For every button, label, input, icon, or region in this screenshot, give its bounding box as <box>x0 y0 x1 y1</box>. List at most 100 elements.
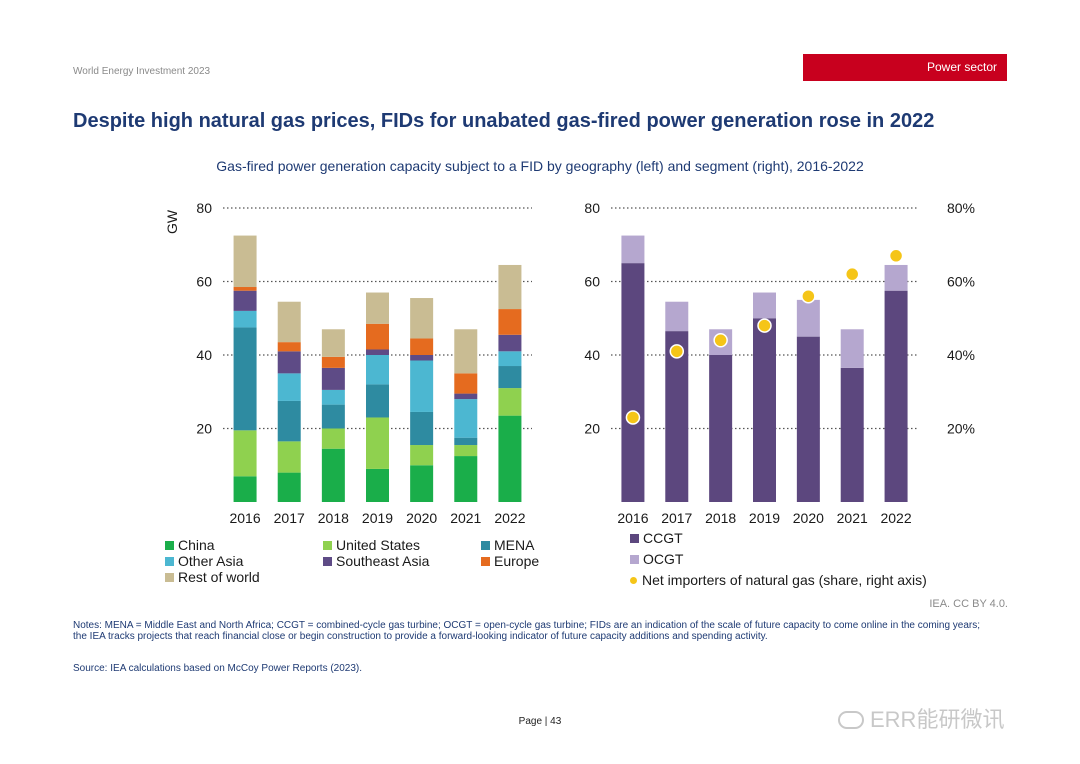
bar-segment-europe <box>233 287 257 291</box>
license-credit: IEA. CC BY 4.0. <box>929 598 1008 610</box>
bar-segment-rest-of-world <box>321 329 345 357</box>
bar-segment-ocgt <box>621 235 645 264</box>
bar-segment-europe <box>277 342 301 352</box>
report-name: World Energy Investment 2023 <box>73 66 211 77</box>
x-tick-label: 2021 <box>450 510 481 526</box>
y-tick-label: 40 <box>196 347 212 363</box>
importer-share-point <box>844 266 860 282</box>
legend-item-ocgt: OCGT <box>630 551 683 567</box>
x-tick-label: 2020 <box>406 510 437 526</box>
legend-swatch <box>165 557 174 566</box>
bar-segment-china <box>321 448 345 502</box>
bar-segment-ccgt <box>884 290 908 502</box>
legend-label: United States <box>336 537 421 553</box>
bar-segment-ccgt <box>621 263 645 502</box>
legend-label: Rest of world <box>178 569 260 585</box>
bar-segment-united-states <box>321 428 345 449</box>
bar-segment-united-states <box>366 417 389 469</box>
bar-segment-europe <box>454 373 478 394</box>
chart-notes: Notes: MENA = Middle East and North Afri… <box>73 620 981 642</box>
y-tick-label: 20 <box>584 421 600 437</box>
bar-segment-rest-of-world <box>277 301 301 343</box>
x-tick-label: 2017 <box>661 510 692 526</box>
bar-segment-mena <box>366 384 389 418</box>
importer-share-point <box>757 318 772 333</box>
bar-segment-china <box>410 465 434 502</box>
legend-swatch <box>165 541 174 550</box>
bar-segment-mena <box>498 366 522 389</box>
x-tick-label: 2018 <box>705 510 736 526</box>
importer-share-point <box>713 333 728 348</box>
bar-segment-rest-of-world <box>410 298 434 339</box>
bar-segment-ocgt <box>665 301 689 332</box>
watermark: ERR能研微讯 <box>838 702 1004 734</box>
legend-label: Europe <box>494 553 540 569</box>
y2-tick-label: 20% <box>947 421 975 437</box>
bar-segment-southeast-asia <box>366 349 389 355</box>
legend-item-united-states: United States <box>323 537 420 553</box>
x-tick-label: 2016 <box>229 510 260 526</box>
bar-segment-china <box>366 468 389 502</box>
bar-segment-other-asia <box>454 399 478 438</box>
bar-segment-china <box>277 472 301 502</box>
x-tick-label: 2017 <box>274 510 305 526</box>
x-tick-label: 2016 <box>617 510 648 526</box>
legend-swatch <box>323 557 332 566</box>
legend-swatch <box>481 557 490 566</box>
bar-segment-united-states <box>454 445 478 457</box>
y-tick-label: 20 <box>196 421 212 437</box>
chat-bubble-icon <box>838 711 864 729</box>
bar-segment-ccgt <box>796 336 820 502</box>
bar-segment-other-asia <box>277 373 301 401</box>
y-axis-label: GW <box>164 209 180 234</box>
right-legend: CCGT OCGT Net importers of natural gas (… <box>630 530 990 590</box>
bar-segment-ocgt <box>884 264 908 291</box>
bar-segment-other-asia <box>233 310 257 328</box>
x-tick-label: 2022 <box>880 510 911 526</box>
bar-segment-europe <box>498 309 522 335</box>
bar-segment-united-states <box>277 441 301 473</box>
bar-segment-china <box>498 415 522 502</box>
legend-item-ccgt: CCGT <box>630 530 683 546</box>
bar-segment-china <box>233 476 257 502</box>
bar-segment-united-states <box>410 445 434 466</box>
bar-segment-mena <box>277 400 301 442</box>
bar-segment-other-asia <box>366 355 389 385</box>
importer-share-point <box>625 410 641 425</box>
bar-segment-mena <box>454 437 478 446</box>
bar-segment-southeast-asia <box>498 334 522 352</box>
bar-segment-europe <box>321 356 345 368</box>
bar-segment-mena <box>321 404 345 429</box>
legend-label: CCGT <box>643 530 683 546</box>
legend-label: MENA <box>494 537 535 553</box>
legend-swatch <box>481 541 490 550</box>
x-tick-label: 2019 <box>749 510 780 526</box>
bar-segment-united-states <box>233 430 257 477</box>
y-tick-label: 60 <box>584 274 600 290</box>
watermark-text: ERR能研微讯 <box>870 707 1005 732</box>
legend-label: OCGT <box>643 551 684 567</box>
legend-label: Net importers of natural gas (share, rig… <box>642 572 927 588</box>
y2-tick-label: 80% <box>947 200 975 216</box>
x-tick-label: 2022 <box>494 510 525 526</box>
x-tick-label: 2019 <box>362 510 393 526</box>
page-number: Page | 43 <box>518 716 562 727</box>
legend-item-other-asia: Other Asia <box>165 553 243 569</box>
y-tick-label: 40 <box>584 347 600 363</box>
y2-tick-label: 40% <box>947 347 975 363</box>
bar-segment-other-asia <box>498 351 522 367</box>
bar-segment-ocgt <box>753 292 776 319</box>
bar-segment-united-states <box>498 388 522 416</box>
bar-segment-ccgt <box>840 367 864 502</box>
importer-share-point <box>669 344 685 359</box>
y-tick-label: 80 <box>196 200 212 216</box>
bar-segment-southeast-asia <box>410 355 434 361</box>
bar-segment-europe <box>410 338 434 355</box>
left-legend: China United States MENA Other Asia Sout… <box>165 537 565 587</box>
legend-swatch <box>165 573 174 582</box>
bar-segment-rest-of-world <box>233 235 257 288</box>
bar-segment-other-asia <box>410 360 434 412</box>
legend-item-europe: Europe <box>481 553 539 569</box>
legend-item-china: China <box>165 537 215 553</box>
y-tick-label: 80 <box>584 200 600 216</box>
